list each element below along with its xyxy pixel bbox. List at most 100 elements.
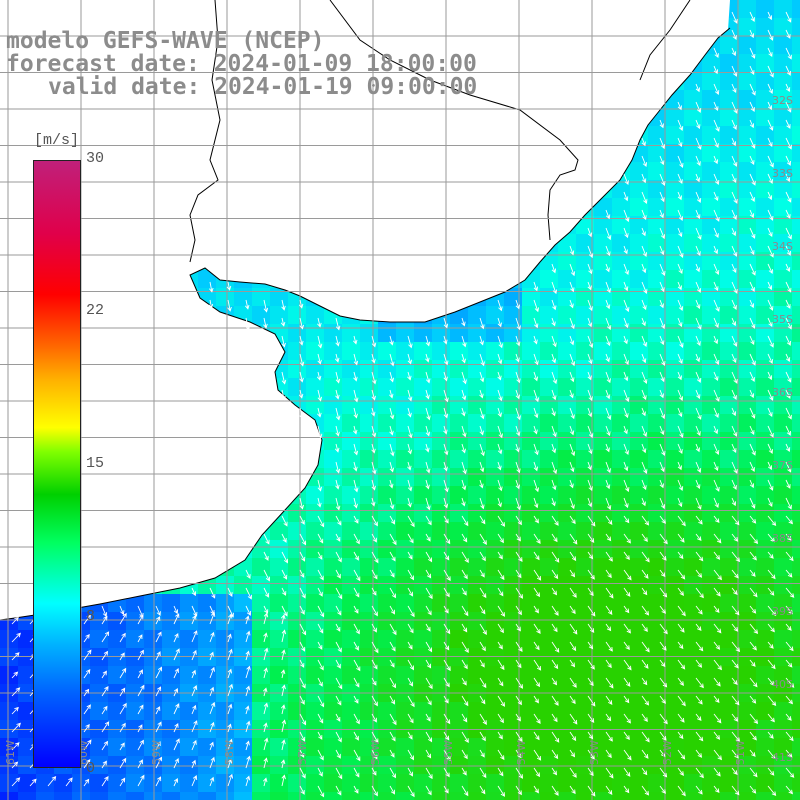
wind-arrow <box>443 623 451 635</box>
wind-arrow <box>659 749 666 758</box>
wind-arrow <box>209 741 214 751</box>
wind-cell <box>630 522 648 540</box>
wind-arrow <box>749 245 755 256</box>
wind-arrow <box>281 684 286 697</box>
longitude-label: 55W <box>442 740 455 765</box>
wind-arrow <box>461 695 469 707</box>
wind-arrow <box>605 209 611 220</box>
wind-cell <box>738 414 756 432</box>
wind-arrow <box>83 614 91 625</box>
wind-arrow <box>461 479 467 491</box>
wind-arrow <box>623 677 631 687</box>
wind-arrow <box>785 749 793 758</box>
wind-arrow <box>623 767 631 777</box>
wind-arrow <box>731 749 739 759</box>
wind-cell <box>450 756 468 774</box>
wind-arrow <box>569 731 577 742</box>
wind-arrow <box>767 479 774 491</box>
wind-cell <box>306 738 324 756</box>
wind-arrow <box>515 317 521 331</box>
wind-arrow <box>623 407 629 419</box>
wind-arrow <box>281 569 288 580</box>
wind-cell <box>612 522 630 540</box>
wind-cell <box>90 738 108 756</box>
wind-arrow <box>623 713 631 724</box>
wind-arrow <box>767 461 773 471</box>
wind-arrow <box>191 649 197 661</box>
wind-cell <box>234 594 252 612</box>
wind-cell <box>288 666 306 684</box>
wind-arrow <box>713 245 719 255</box>
wind-arrow <box>497 659 505 671</box>
wind-cell <box>324 792 342 800</box>
wind-cell <box>576 702 594 720</box>
wind-arrow <box>641 731 650 743</box>
wind-arrow <box>497 335 503 349</box>
wind-arrow <box>569 389 574 399</box>
wind-cell <box>486 738 504 756</box>
wind-arrow <box>137 634 143 643</box>
wind-cell <box>288 378 306 396</box>
wind-arrow <box>659 335 665 346</box>
wind-cell <box>504 504 522 522</box>
wind-arrow <box>317 677 323 687</box>
wind-cell <box>378 540 396 558</box>
wind-cell <box>270 288 288 306</box>
wind-arrow <box>533 443 539 456</box>
wind-cell <box>468 414 486 432</box>
wind-arrow <box>677 497 683 508</box>
wind-arrow <box>677 623 685 633</box>
wind-cell <box>342 738 360 756</box>
wind-arrow <box>551 281 558 295</box>
wind-arrow <box>641 443 647 454</box>
wind-cell <box>378 342 396 360</box>
wind-cell <box>792 414 800 432</box>
wind-cell <box>324 486 342 504</box>
wind-arrow <box>244 299 250 310</box>
land-mask <box>0 0 731 621</box>
wind-arrow <box>299 533 307 546</box>
wind-cell <box>468 396 486 414</box>
wind-arrow <box>497 299 503 312</box>
wind-cell <box>666 414 684 432</box>
wind-cell <box>108 612 126 630</box>
wind-cell <box>792 486 800 504</box>
wind-arrow <box>785 605 794 615</box>
wind-arrow <box>155 616 161 625</box>
wind-cell <box>360 360 378 378</box>
wind-cell <box>414 432 432 450</box>
wind-arrow <box>83 739 92 751</box>
wind-cell <box>216 792 234 800</box>
wind-arrow <box>659 713 668 725</box>
wind-cell <box>756 630 774 648</box>
wind-cell <box>756 270 774 288</box>
wind-arrow <box>785 623 792 631</box>
wind-cell <box>720 270 738 288</box>
wind-arrow <box>515 641 523 652</box>
wind-arrow <box>425 659 432 669</box>
wind-arrow <box>479 497 485 510</box>
wind-arrow <box>101 740 109 751</box>
wind-arrow <box>695 623 702 632</box>
wind-arrow <box>587 731 594 740</box>
wind-arrow <box>605 335 611 347</box>
wind-cell <box>486 486 504 504</box>
wind-cell <box>252 792 270 800</box>
wind-arrow <box>785 11 792 23</box>
wind-arrow <box>623 191 629 202</box>
wind-arrow <box>677 281 682 291</box>
wind-arrow <box>101 670 107 679</box>
wind-arrow <box>497 749 505 761</box>
wind-cell <box>756 288 774 306</box>
wind-cell <box>324 558 342 576</box>
wind-arrow <box>479 443 485 457</box>
wind-cell <box>432 522 450 540</box>
wind-arrow <box>731 785 740 796</box>
wind-arrow <box>677 569 686 580</box>
wind-arrow <box>713 389 720 402</box>
wind-cell <box>342 342 360 360</box>
wind-cell <box>180 666 198 684</box>
wind-cell <box>756 468 774 486</box>
wind-cell <box>720 126 738 144</box>
wind-arrow <box>245 587 252 600</box>
